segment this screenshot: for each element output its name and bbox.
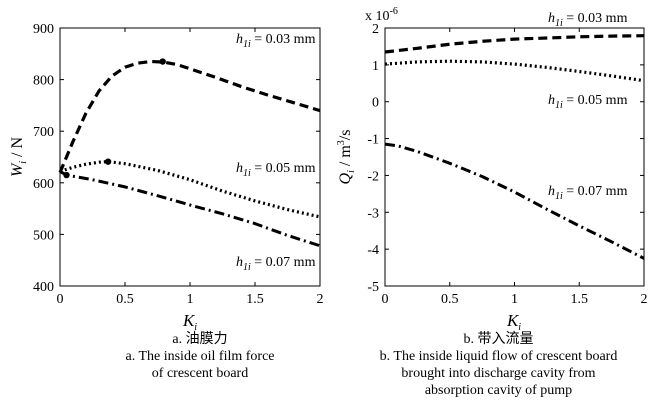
x-axis-label-b: Ki [506,311,521,333]
y-axis-label-a: Wi / N [9,137,29,178]
series-line-b-2 [384,142,645,260]
y-tick-label-b: -2 [367,169,379,184]
x-tick-label-b: 0 [382,292,389,307]
caption-a-en-line1: a. The inside oil film force [125,349,275,364]
y-tick-label-a: 900 [33,22,54,37]
y-tick-label-a: 700 [33,125,54,140]
chart-a: 0 0.5 1 1.5 2 400 500 600 700 800 900 h1i = 0.03 mm… [9,22,324,333]
max-point-marker-a-0 [159,58,166,65]
max-point-marker-a-1 [104,158,112,165]
x-tick-label-a: 0 [57,292,64,307]
caption-b: b. 带入流量 b. The inside liquid flow of cre… [340,331,657,399]
x-tick-label-b: 2 [641,292,648,307]
y-tick-label-a: 800 [33,74,54,89]
caption-a-cn: a. 油膜力 [172,332,228,347]
caption-b-en-line3: absorption cavity of pump [424,383,573,398]
caption-a-en-line2: of crescent board [151,366,249,381]
series-label-a-1: h1i = 0.05 mm [236,161,316,179]
y-axis-label-b: Qi / m3/s [336,130,357,185]
y-tick-label-b: -4 [367,243,379,258]
x-tick-label-b: 0.5 [441,292,459,307]
series-label-a-2: h1i = 0.07 mm [236,255,316,273]
x-tick-label-b: 1 [511,292,518,307]
x-axis-label-a: Ki [182,311,197,333]
y-tick-label-a: 400 [33,280,54,295]
x-tick-label-b: 1.5 [571,292,589,307]
series-line-a-2 [59,170,321,248]
series-line-b-1 [384,59,645,83]
y-tick-label-b: -3 [367,206,379,221]
chart-b: 0 0.5 1 1.5 2 -5 -4 -3 -2 -1 0 1 2 h1i = 0.03 mm h1i =… [336,6,648,333]
series-label-b-2: h1i = 0.07 mm [548,184,628,202]
scale-factor-b: x 10-6 [365,6,398,24]
x-tick-label-a: 1 [187,292,194,307]
x-tick-label-a: 1.5 [246,292,264,307]
plot-frame-b [384,27,645,287]
series-line-b-0 [384,34,645,54]
series-line-a-0 [58,59,321,174]
plot-frame-a [59,27,321,287]
y-tick-label-b: -1 [367,133,379,148]
y-tick-label-a: 600 [33,177,54,192]
series-label-b-0: h1i = 0.03 mm [548,11,628,29]
y-tick-label-b: -5 [367,280,379,295]
caption-a: a. 油膜力 a. The inside oil film force of c… [60,331,340,382]
series-label-b-1: h1i = 0.05 mm [548,93,628,111]
caption-b-cn: b. 带入流量 [463,332,534,347]
caption-b-en-line2: brought into discharge cavity from [401,366,596,381]
x-tick-label-a: 0.5 [116,292,134,307]
series-label-a-0: h1i = 0.03 mm [236,32,316,50]
y-tick-label-a: 500 [33,228,54,243]
y-tick-label-b: 2 [372,22,379,37]
y-tick-label-b: 1 [372,59,379,74]
x-tick-label-a: 2 [317,292,324,307]
caption-b-en-line1: b. The inside liquid flow of crescent bo… [379,349,618,364]
y-tick-label-b: 0 [372,96,379,111]
max-point-marker-a-2 [63,171,70,179]
